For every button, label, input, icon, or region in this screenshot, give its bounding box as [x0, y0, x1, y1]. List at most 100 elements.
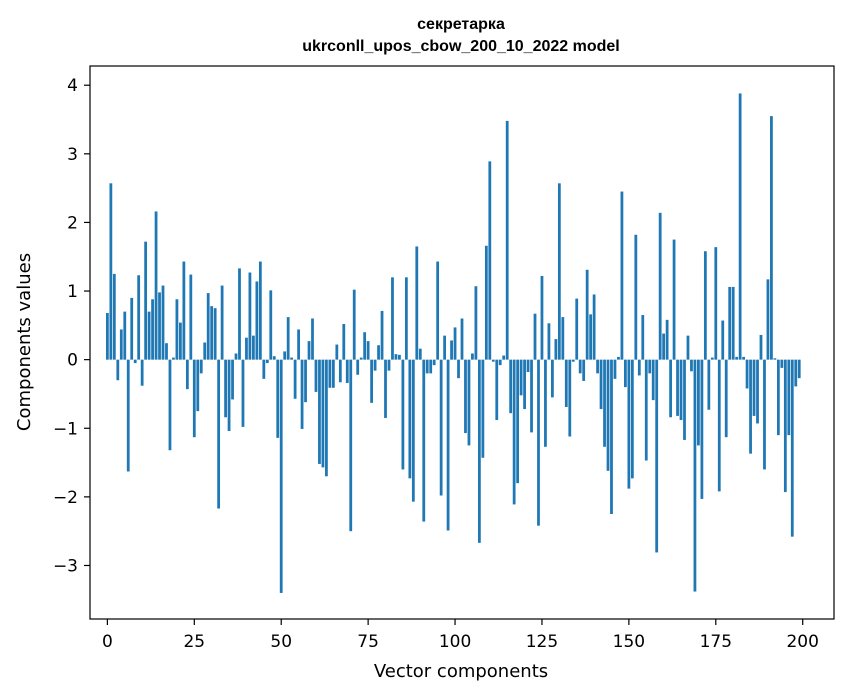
y-tick-label: −2: [53, 488, 78, 508]
bar: [439, 359, 443, 496]
bar: [418, 348, 422, 360]
bar: [453, 327, 457, 360]
bar: [328, 359, 332, 388]
bar: [641, 315, 645, 360]
bar: [738, 93, 742, 360]
bar: [165, 343, 168, 360]
bar: [234, 353, 238, 360]
bar: [286, 317, 290, 360]
bar: [217, 359, 221, 509]
bar: [140, 359, 144, 386]
bar: [276, 359, 280, 438]
bar: [683, 359, 686, 440]
bars-group: [105, 93, 801, 593]
bar: [578, 359, 582, 374]
bar: [272, 356, 276, 360]
bar: [182, 261, 186, 360]
bar: [703, 251, 707, 360]
bar: [255, 281, 259, 360]
bar: [794, 359, 798, 387]
bar: [116, 359, 120, 381]
bar: [575, 298, 579, 360]
bar: [411, 359, 415, 502]
bar: [495, 359, 499, 421]
bar: [651, 359, 655, 401]
bar: [544, 359, 547, 447]
bar: [137, 275, 141, 360]
bar: [551, 359, 554, 398]
bar: [776, 359, 780, 436]
bar: [756, 359, 759, 424]
bar: [481, 359, 485, 458]
y-tick-label: 2: [67, 213, 78, 233]
bar: [585, 269, 589, 360]
bar: [669, 359, 672, 418]
bar: [648, 359, 652, 374]
bar: [498, 359, 502, 366]
bar: [279, 359, 283, 593]
bar: [505, 120, 509, 360]
bar: [370, 359, 373, 403]
x-tick-label: 150: [613, 632, 645, 652]
bar: [391, 277, 394, 360]
bar: [620, 191, 624, 360]
bar: [603, 359, 606, 447]
bar: [634, 234, 638, 360]
bar: [262, 359, 266, 379]
bar: [676, 359, 679, 416]
bar: [773, 358, 777, 360]
bar: [123, 311, 127, 360]
bar: [199, 359, 203, 374]
bar: [596, 359, 599, 374]
bar: [311, 318, 314, 360]
bar: [491, 359, 495, 362]
bar: [300, 359, 304, 429]
bar: [606, 359, 610, 471]
bar: [610, 359, 613, 515]
bar: [509, 359, 513, 414]
bar: [304, 359, 307, 403]
bar: [516, 359, 520, 484]
x-tick-label: 75: [357, 632, 379, 652]
bar: [519, 359, 523, 396]
bar: [742, 356, 745, 360]
x-tick-label: 125: [526, 632, 558, 652]
bar: [158, 292, 161, 360]
bar: [130, 297, 134, 360]
bar: [627, 359, 631, 489]
bar: [432, 359, 436, 366]
bar: [745, 359, 749, 389]
bar: [554, 339, 558, 360]
bar: [557, 183, 561, 360]
bar: [213, 308, 217, 360]
x-tick-label: 25: [183, 632, 205, 652]
bar: [168, 359, 172, 451]
bar: [582, 359, 586, 381]
bar: [672, 239, 676, 360]
bar: [356, 359, 360, 375]
x-axis-ticks: 0 25 50 75 100 125 150 175 200: [102, 619, 819, 652]
bar: [443, 335, 447, 360]
bar: [644, 359, 648, 461]
bar: [206, 293, 210, 360]
bar: [655, 359, 659, 553]
x-tick-label: 0: [102, 632, 113, 652]
bar: [384, 359, 387, 418]
bar: [690, 359, 693, 372]
bar: [203, 342, 207, 360]
bar: [241, 359, 245, 427]
y-axis-label: Components values: [14, 253, 35, 431]
bar: [415, 246, 419, 360]
bar: [721, 320, 725, 360]
bar: [196, 359, 200, 412]
bar: [700, 359, 704, 499]
bar: [477, 359, 481, 543]
bar: [568, 359, 572, 437]
bar: [227, 359, 231, 431]
bar: [220, 285, 224, 360]
bar: [790, 359, 794, 537]
chart-title: секретарка: [417, 16, 505, 33]
bar: [571, 359, 575, 362]
bar: [471, 353, 474, 360]
bar: [321, 359, 325, 468]
